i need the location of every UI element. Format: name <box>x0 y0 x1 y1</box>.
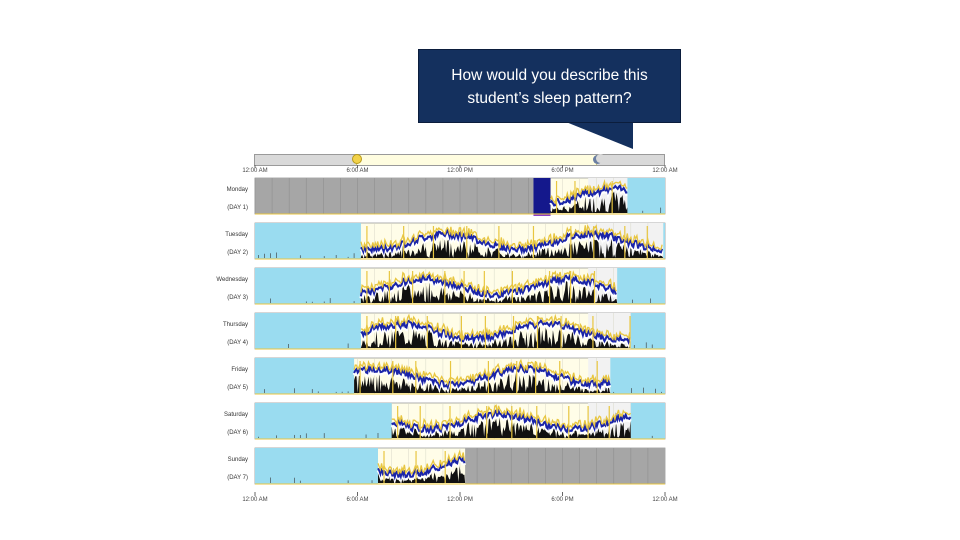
day-tag-3: (DAY 3) <box>227 295 248 301</box>
activity-blue-3 <box>359 272 617 299</box>
callout-line-1: How would you describe this <box>451 67 648 84</box>
bottom-tick-4: 12:00 AM <box>652 497 678 503</box>
top-tick-1: 6:00 AM <box>346 168 369 174</box>
activity-yellow-7 <box>377 449 466 475</box>
sleep-band-6-1 <box>630 403 665 439</box>
sleep-band-3-0 <box>255 268 361 304</box>
day-name-3: Wednesday <box>216 277 248 283</box>
activity-yellow-5 <box>353 358 611 387</box>
day-tag-2: (DAY 2) <box>227 250 248 256</box>
bottom-tick-0: 12:00 AM <box>242 497 268 503</box>
no-data-band-1-0 <box>255 178 534 214</box>
top-tick-4: 12:00 AM <box>652 168 678 174</box>
activity-blue-2 <box>360 228 664 256</box>
activity-yellow-4 <box>360 313 631 341</box>
day-tag-6: (DAY 6) <box>227 430 248 436</box>
day-name-2: Tuesday <box>225 232 248 238</box>
day-name-6: Saturday <box>223 412 248 418</box>
day-tag-4: (DAY 4) <box>227 340 248 346</box>
activity-blue-1 <box>549 182 628 207</box>
callout-line-2: student’s sleep pattern? <box>467 90 632 107</box>
sleep-band-4-1 <box>630 313 665 349</box>
sleep-band-3-1 <box>617 268 665 304</box>
day-name-7: Sunday <box>227 457 248 463</box>
sleep-band-6-0 <box>255 403 392 439</box>
sleep-band-2-0 <box>255 223 361 259</box>
day-tag-5: (DAY 5) <box>227 385 248 391</box>
question-callout: How would you describe this student’s sl… <box>418 49 681 123</box>
sleep-band-4-0 <box>255 313 361 349</box>
sleep-band-2-1 <box>663 223 665 259</box>
sleep-band-5-0 <box>255 358 355 394</box>
sleep-band-1-0 <box>627 178 665 214</box>
activity-yellow-2 <box>360 224 663 252</box>
no-data-band-7-0 <box>465 448 665 484</box>
bottom-tick-1: 6:00 AM <box>346 497 369 503</box>
activity-base-7 <box>378 466 466 483</box>
sleep-band-5-1 <box>610 358 665 394</box>
activity-blue-7 <box>377 454 466 481</box>
top-tick-2: 12:00 PM <box>447 168 473 174</box>
activity-base-5 <box>354 371 611 393</box>
activity-yellow-3 <box>360 270 618 297</box>
day-name-1: Monday <box>226 187 248 193</box>
activity-blue-4 <box>360 317 631 346</box>
activity-gap-1 <box>549 182 628 210</box>
activity-base-2 <box>360 237 664 258</box>
day-tag-7: (DAY 7) <box>227 475 248 481</box>
activity-yellow-6 <box>391 404 632 431</box>
activity-blue-6 <box>391 407 632 435</box>
bottom-tick-3: 6:00 PM <box>551 497 574 503</box>
bottom-tick-2: 12:00 PM <box>447 497 473 503</box>
sun-icon <box>352 154 362 164</box>
sleep-band-7-0 <box>255 448 378 484</box>
activity-yellow-1 <box>549 179 628 205</box>
monday-offwrist-block <box>533 178 551 214</box>
day-name-5: Friday <box>231 367 248 373</box>
top-tick-3: 6:00 PM <box>551 168 574 174</box>
moon-icon <box>593 154 605 164</box>
activity-blue-5 <box>353 363 611 391</box>
day-name-4: Thursday <box>222 322 248 328</box>
activity-base-3 <box>360 280 618 303</box>
activity-base-1 <box>550 191 628 213</box>
day-tag-1: (DAY 1) <box>227 205 248 211</box>
top-tick-0: 12:00 AM <box>242 168 268 174</box>
